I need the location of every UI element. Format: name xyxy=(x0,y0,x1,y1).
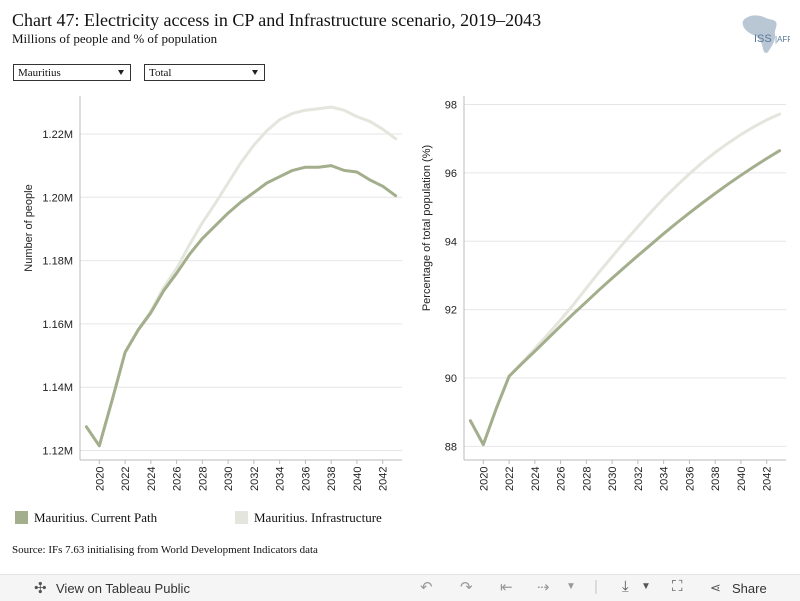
y-tick-label: 1.20M xyxy=(42,192,73,204)
legend-swatch-infrastructure xyxy=(235,511,248,524)
y-axis-title: Percentage of total population (%) xyxy=(421,145,433,311)
y-axis-title: Number of people xyxy=(23,184,35,271)
y-tick-label: 92 xyxy=(445,305,457,317)
logo-text: ISS xyxy=(754,33,772,45)
x-tick-label: 2038 xyxy=(710,467,722,491)
tableau-logo-icon: ✣ xyxy=(34,580,47,597)
x-tick-label: 2024 xyxy=(146,467,158,491)
series-line-current-path-people xyxy=(84,164,398,448)
x-tick-label: 2032 xyxy=(249,467,261,491)
legend-swatch-current-path xyxy=(15,511,28,524)
undo-icon[interactable]: ↶ xyxy=(420,579,433,596)
x-tick-label: 2026 xyxy=(172,467,184,491)
x-tick-label: 2020 xyxy=(478,467,490,491)
x-tick-label: 2036 xyxy=(684,467,696,491)
chevron-down-icon xyxy=(252,70,258,75)
series-line-infrastructure-percent xyxy=(468,112,782,447)
x-tick-label: 2028 xyxy=(581,467,593,491)
refresh-icon[interactable]: ⇢ xyxy=(537,579,550,596)
x-tick-label: 2030 xyxy=(607,467,619,491)
y-tick-label: 1.14M xyxy=(42,382,73,394)
chevron-down-icon[interactable]: ▼ xyxy=(566,581,576,592)
download-icon[interactable]: ⤓ xyxy=(622,578,629,595)
x-tick-label: 2042 xyxy=(762,467,774,491)
x-tick-label: 2036 xyxy=(300,467,312,491)
country-select-value: Mauritius xyxy=(18,67,61,79)
series-line-current-path-percent xyxy=(468,149,782,447)
x-tick-label: 2022 xyxy=(120,467,132,491)
x-tick-label: 2040 xyxy=(736,467,748,491)
y-tick-label: 88 xyxy=(445,441,457,453)
y-tick-label: 98 xyxy=(445,100,457,112)
y-tick-label: 1.22M xyxy=(42,129,73,141)
x-tick-label: 2032 xyxy=(633,467,645,491)
charts-canvas: 1.12M 1.14M 1.16M 1.18M 1.20M 1.22M 2020 2022 20… xyxy=(23,96,786,491)
iss-africa-logo: ISS |AFRICA xyxy=(742,15,790,53)
chart-title: Chart 47: Electricity access in CP and I… xyxy=(12,10,542,30)
revert-icon[interactable]: ⇤ xyxy=(500,579,513,596)
y-tick-label: 94 xyxy=(445,236,457,248)
x-tick-label: 2026 xyxy=(556,467,568,491)
y-tick-label: 1.12M xyxy=(42,446,73,458)
x-tick-label: 2042 xyxy=(378,467,390,491)
x-tick-label: 2040 xyxy=(352,467,364,491)
x-tick-label: 2022 xyxy=(504,467,516,491)
x-tick-label: 2030 xyxy=(223,467,235,491)
legend-label-current-path[interactable]: Mauritius. Current Path xyxy=(34,510,158,525)
y-tick-label: 90 xyxy=(445,373,457,385)
y-tick-label: 1.16M xyxy=(42,319,73,331)
x-tick-label: 2028 xyxy=(197,467,209,491)
y-tick-label: 96 xyxy=(445,168,457,180)
tableau-footer: ✣ View on Tableau Public ↶ ↷ ⇤ ⇢ ▼ | ⤓ ▼… xyxy=(0,574,800,601)
share-icon: ⋖ xyxy=(710,580,721,595)
chevron-down-icon xyxy=(118,70,124,75)
country-select[interactable]: Mauritius xyxy=(13,64,131,81)
x-tick-label: 2038 xyxy=(326,467,338,491)
source-note: Source: IFs 7.63 initialising from World… xyxy=(12,544,318,556)
chevron-down-icon[interactable]: ▼ xyxy=(641,581,651,592)
chart-subtitle: Millions of people and % of population xyxy=(12,31,218,46)
x-tick-label: 2024 xyxy=(530,467,542,491)
legend-label-infrastructure[interactable]: Mauritius. Infrastructure xyxy=(254,510,382,525)
series-line-infrastructure-people xyxy=(84,105,398,448)
x-tick-label: 2034 xyxy=(659,467,671,491)
x-tick-label: 2020 xyxy=(94,467,106,491)
svg-text:|AFRICA: |AFRICA xyxy=(775,35,790,44)
y-tick-label: 1.18M xyxy=(42,256,73,268)
toolbar-divider: | xyxy=(594,578,598,595)
x-tick-label: 2034 xyxy=(275,467,287,491)
measure-select[interactable]: Total xyxy=(144,64,265,81)
fullscreen-icon[interactable]: ⛶ xyxy=(672,578,683,595)
measure-select-value: Total xyxy=(149,67,172,79)
redo-icon[interactable]: ↷ xyxy=(460,579,473,596)
